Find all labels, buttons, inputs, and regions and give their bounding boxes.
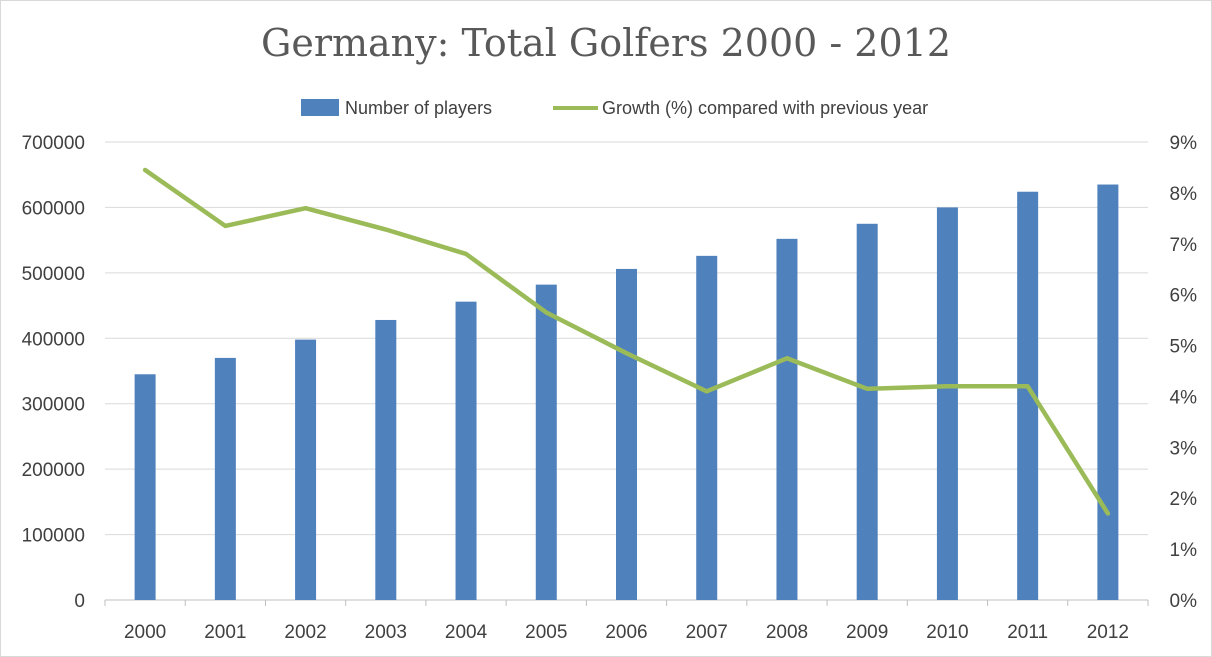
x-tick-label: 2009 bbox=[846, 622, 888, 643]
bar-2010 bbox=[936, 207, 958, 600]
bar-series bbox=[134, 184, 1119, 601]
legend: Number of players Growth (%) compared wi… bbox=[301, 98, 928, 118]
right-tick-label: 8% bbox=[1170, 184, 1198, 205]
right-tick-label: 6% bbox=[1170, 286, 1198, 307]
right-tick-label: 3% bbox=[1170, 438, 1198, 459]
bar-2003 bbox=[375, 319, 397, 600]
bar-2008 bbox=[776, 238, 798, 600]
bar-2002 bbox=[295, 339, 317, 600]
left-tick-label: 0 bbox=[74, 591, 85, 612]
left-axis-ticks: 0 100000 200000 300000 400000 500000 600000 700… bbox=[22, 133, 85, 612]
x-tick-label: 2001 bbox=[204, 622, 246, 643]
bar-2006 bbox=[616, 268, 637, 600]
right-tick-label: 1% bbox=[1170, 540, 1198, 561]
legend-label-players: Number of players bbox=[345, 98, 492, 118]
x-tick-label: 2000 bbox=[124, 622, 166, 643]
chart-title: Germany: Total Golfers 2000 - 2012 bbox=[261, 21, 951, 65]
x-tick-label: 2004 bbox=[445, 622, 488, 643]
right-tick-label: 4% bbox=[1170, 387, 1198, 408]
right-tick-label: 0% bbox=[1170, 591, 1198, 612]
left-tick-label: 600000 bbox=[22, 198, 85, 219]
left-tick-label: 100000 bbox=[22, 526, 85, 547]
left-tick-label: 500000 bbox=[22, 264, 85, 285]
x-tick-label: 2006 bbox=[605, 622, 647, 643]
bar-2012 bbox=[1097, 184, 1119, 600]
bar-2011 bbox=[1017, 191, 1039, 600]
x-tick-label: 2003 bbox=[365, 622, 407, 643]
x-tick-label: 2008 bbox=[766, 622, 808, 643]
left-tick-label: 400000 bbox=[22, 329, 85, 350]
right-tick-label: 9% bbox=[1170, 133, 1198, 154]
bar-2001 bbox=[214, 357, 236, 600]
left-tick-label: 700000 bbox=[22, 133, 85, 154]
legend-swatch-players bbox=[301, 99, 339, 116]
left-tick-label: 300000 bbox=[22, 395, 85, 416]
legend-label-growth: Growth (%) compared with previous year bbox=[602, 98, 928, 118]
bar-2000 bbox=[134, 374, 156, 600]
bar-2004 bbox=[455, 301, 477, 600]
right-tick-label: 2% bbox=[1170, 489, 1198, 510]
bar-2005 bbox=[535, 284, 557, 600]
x-tick-label: 2002 bbox=[284, 622, 326, 643]
right-tick-label: 5% bbox=[1170, 337, 1198, 358]
x-tick-label: 2010 bbox=[926, 622, 968, 643]
x-tick-label: 2005 bbox=[525, 622, 567, 643]
line-series bbox=[142, 167, 1111, 516]
right-tick-label: 7% bbox=[1170, 235, 1198, 256]
bar-2007 bbox=[696, 255, 718, 601]
left-tick-label: 200000 bbox=[22, 460, 85, 481]
x-tick-label: 2012 bbox=[1087, 622, 1129, 643]
x-tick-label: 2011 bbox=[1007, 622, 1048, 643]
bar-2009 bbox=[856, 223, 878, 601]
x-tick-label: 2007 bbox=[686, 622, 728, 643]
right-axis-ticks: 0% 1% 2% 3% 4% 5% 6% 7% 8% 9% bbox=[1170, 133, 1198, 612]
x-axis-ticks: 2000 2001 2002 2003 2004 2005 2006 2007 2008 2009… bbox=[124, 622, 1129, 643]
